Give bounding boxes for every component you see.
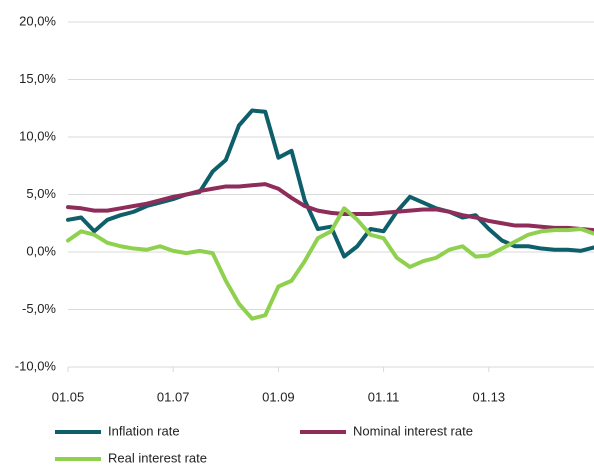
y-tick-label: 20,0% xyxy=(19,13,56,28)
y-tick-label: -10,0% xyxy=(15,358,57,373)
series-line xyxy=(66,182,594,233)
x-tick-label: 01.11 xyxy=(368,389,400,404)
y-tick-label: 0,0% xyxy=(26,243,56,258)
y-tick-label: 15,0% xyxy=(19,71,56,86)
x-tick-label: 01.09 xyxy=(262,389,295,404)
legend-label: Real interest rate xyxy=(108,450,207,465)
x-tick-label: 01.05 xyxy=(52,389,85,404)
x-tick-label: 01.07 xyxy=(157,389,190,404)
x-tick-label: 01.13 xyxy=(473,389,506,404)
series-line xyxy=(66,108,594,259)
y-tick-label: 10,0% xyxy=(19,128,56,143)
y-tick-label: 5,0% xyxy=(26,186,56,201)
legend-label: Inflation rate xyxy=(108,423,180,438)
series-line xyxy=(66,206,594,321)
y-tick-label: -5,0% xyxy=(22,301,56,316)
legend-label: Nominal interest rate xyxy=(353,423,473,438)
